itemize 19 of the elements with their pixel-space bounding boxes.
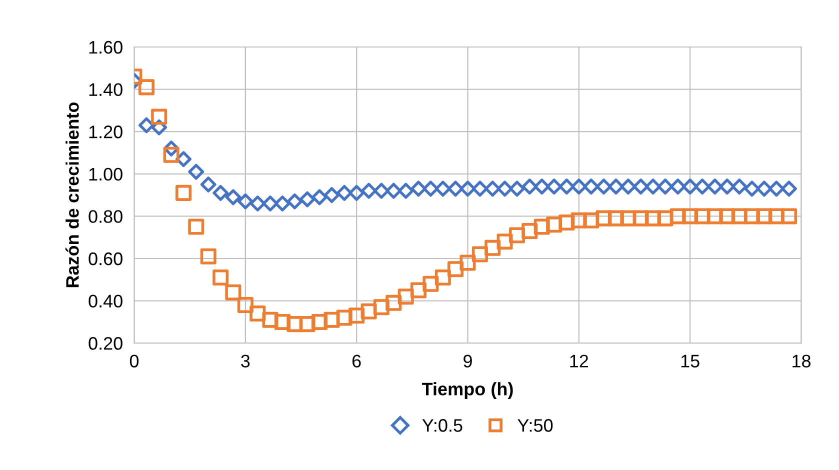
- y-axis-title: Razón de crecimiento: [65, 102, 79, 288]
- x-tick-label: 18: [792, 354, 810, 368]
- x-tick-label: 6: [352, 354, 361, 368]
- y-tick-label: 0.80: [88, 210, 122, 223]
- x-tick-label: 9: [464, 354, 472, 368]
- y-tick-label: 1.60: [89, 40, 122, 54]
- legend-label: Y:0.5: [422, 419, 462, 432]
- y-tick-label: 1.40: [89, 83, 122, 96]
- x-axis-title: Tiempo (h): [422, 382, 513, 399]
- x-tick-label: 3: [241, 354, 250, 368]
- y-tick-label: 0.20: [88, 337, 122, 350]
- y-tick-label: 0.60: [88, 252, 122, 266]
- y-tick-label: 1.20: [89, 126, 122, 138]
- x-tick-label: 0: [130, 354, 139, 368]
- legend-label: Y:50: [518, 419, 553, 432]
- y-tick-label: 0.40: [88, 294, 122, 308]
- x-tick-label: 12: [570, 354, 588, 368]
- x-tick-label: 15: [681, 354, 700, 368]
- y-tick-label: 1.00: [89, 168, 122, 181]
